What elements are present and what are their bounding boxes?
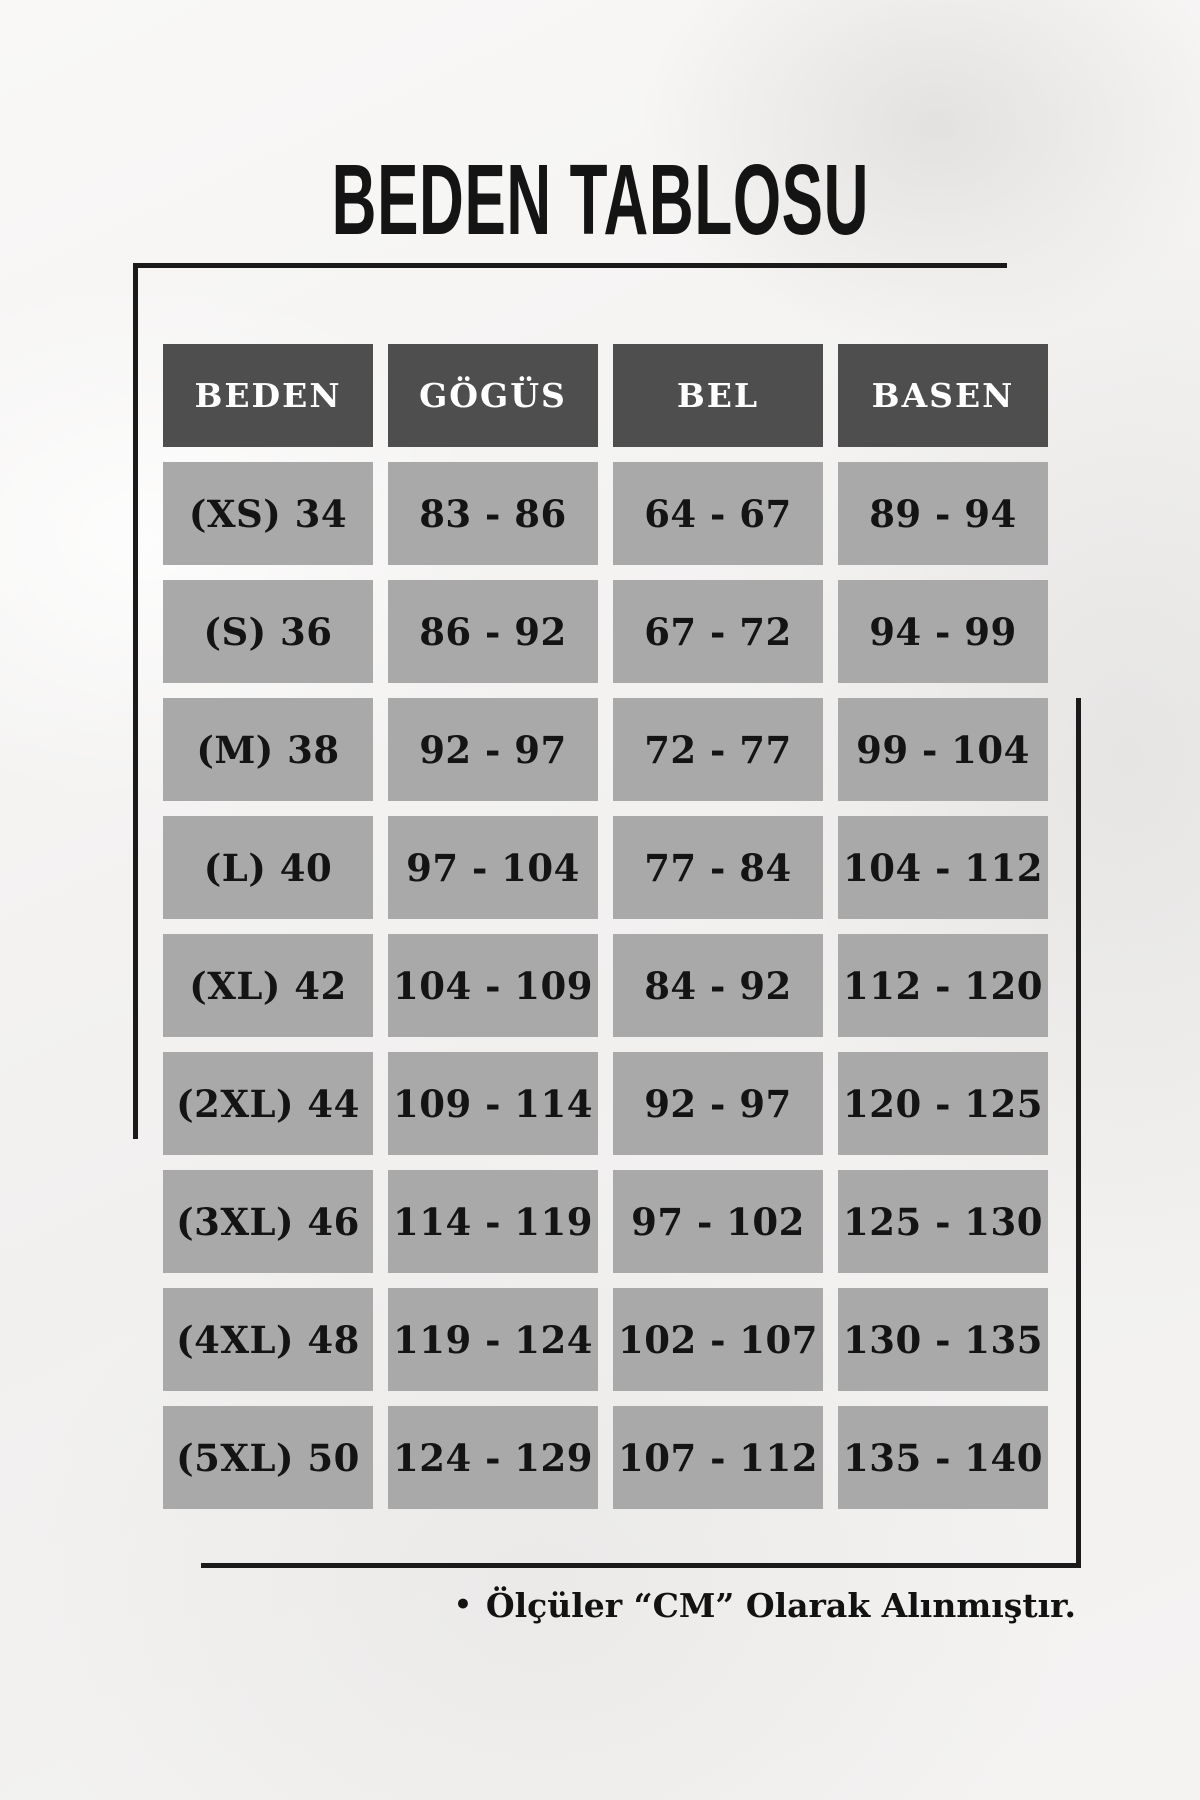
frame-line-top xyxy=(135,263,1007,268)
table-cell-basen-row2: 94 - 99 xyxy=(838,580,1048,683)
table-cell-basen-row6: 120 - 125 xyxy=(838,1052,1048,1155)
frame-line-left xyxy=(133,263,138,1139)
page-title: BEDEN TABLOSU xyxy=(0,148,1200,281)
header-cell-beden: BEDEN xyxy=(163,344,373,447)
table-cell-basen-row3: 99 - 104 xyxy=(838,698,1048,801)
table-cell-gogus-row7: 114 - 119 xyxy=(388,1170,598,1273)
table-cell-beden-row1: (XS) 34 xyxy=(163,462,373,565)
frame-line-bottom xyxy=(201,1563,1081,1568)
table-cell-beden-row6: (2XL) 44 xyxy=(163,1052,373,1155)
table-cell-basen-row7: 125 - 130 xyxy=(838,1170,1048,1273)
table-cell-gogus-row9: 124 - 129 xyxy=(388,1406,598,1509)
header-cell-gogus: GÖGÜS xyxy=(388,344,598,447)
table-cell-basen-row1: 89 - 94 xyxy=(838,462,1048,565)
header-cell-basen: BASEN xyxy=(838,344,1048,447)
table-cell-bel-row8: 102 - 107 xyxy=(613,1288,823,1391)
table-cell-basen-row9: 135 - 140 xyxy=(838,1406,1048,1509)
header-cell-bel: BEL xyxy=(613,344,823,447)
frame-line-right xyxy=(1076,698,1081,1568)
table-cell-gogus-row1: 83 - 86 xyxy=(388,462,598,565)
table-cell-beden-row3: (M) 38 xyxy=(163,698,373,801)
table-cell-gogus-row6: 109 - 114 xyxy=(388,1052,598,1155)
bullet-icon: • xyxy=(453,1588,472,1621)
table-cell-beden-row5: (XL) 42 xyxy=(163,934,373,1037)
table-cell-bel-row7: 97 - 102 xyxy=(613,1170,823,1273)
table-cell-beden-row8: (4XL) 48 xyxy=(163,1288,373,1391)
table-cell-basen-row4: 104 - 112 xyxy=(838,816,1048,919)
table-cell-beden-row7: (3XL) 46 xyxy=(163,1170,373,1273)
table-cell-beden-row2: (S) 36 xyxy=(163,580,373,683)
table-cell-basen-row5: 112 - 120 xyxy=(838,934,1048,1037)
measurement-note: • Ölçüler “CM” Olarak Alınmıştır. xyxy=(454,1586,1076,1625)
table-cell-bel-row5: 84 - 92 xyxy=(613,934,823,1037)
table-cell-gogus-row4: 97 - 104 xyxy=(388,816,598,919)
table-cell-gogus-row8: 119 - 124 xyxy=(388,1288,598,1391)
table-cell-bel-row4: 77 - 84 xyxy=(613,816,823,919)
table-cell-gogus-row2: 86 - 92 xyxy=(388,580,598,683)
measurement-note-text: Ölçüler “CM” Olarak Alınmıştır. xyxy=(485,1586,1076,1625)
table-cell-bel-row2: 67 - 72 xyxy=(613,580,823,683)
table-cell-basen-row8: 130 - 135 xyxy=(838,1288,1048,1391)
page-title-text: BEDEN TABLOSU xyxy=(331,144,869,256)
table-cell-bel-row6: 92 - 97 xyxy=(613,1052,823,1155)
table-cell-beden-row4: (L) 40 xyxy=(163,816,373,919)
size-table: BEDEN GÖGÜS BEL BASEN (XS) 34 83 - 86 64 - 67 8… xyxy=(163,344,1048,1509)
table-cell-gogus-row3: 92 - 97 xyxy=(388,698,598,801)
table-cell-bel-row3: 72 - 77 xyxy=(613,698,823,801)
table-cell-bel-row1: 64 - 67 xyxy=(613,462,823,565)
table-cell-bel-row9: 107 - 112 xyxy=(613,1406,823,1509)
table-cell-gogus-row5: 104 - 109 xyxy=(388,934,598,1037)
table-cell-beden-row9: (5XL) 50 xyxy=(163,1406,373,1509)
